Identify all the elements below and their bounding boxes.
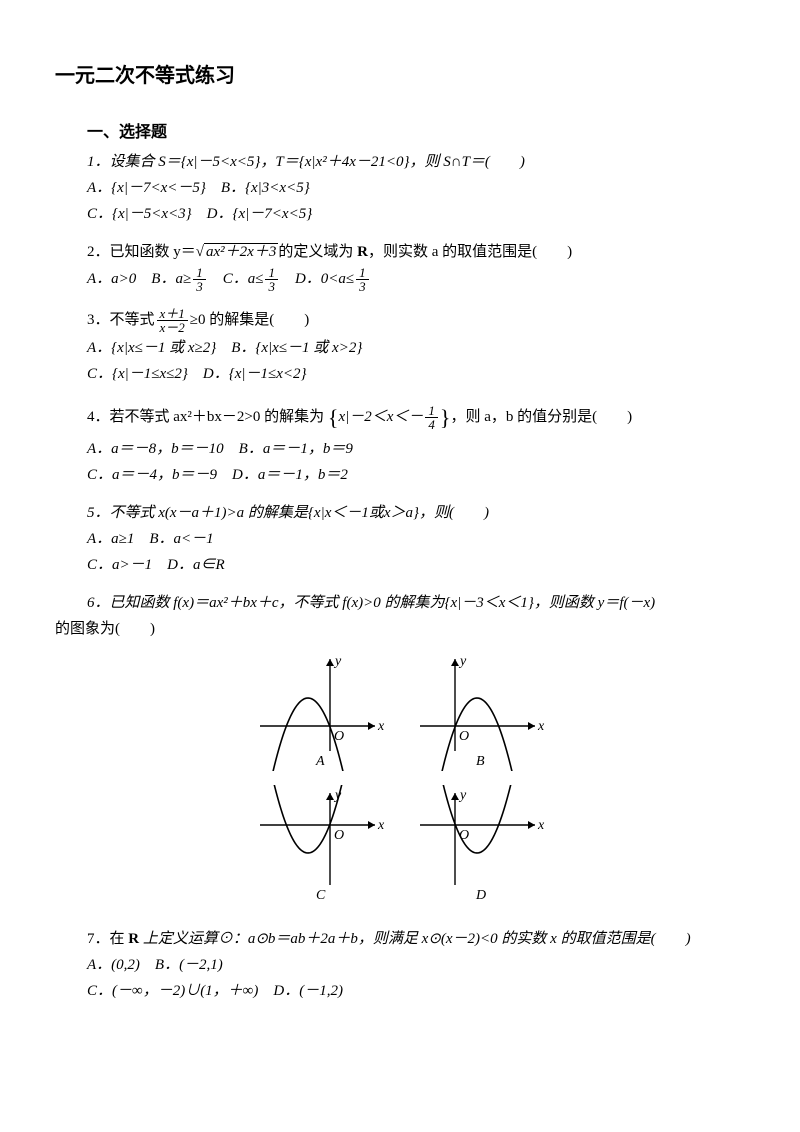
page-title: 一元二次不等式练习 — [55, 60, 745, 92]
q2-opts: A．a>0 B．a≥13 C．a≤13 D．0<a≤13 — [87, 266, 745, 293]
q5-opts-cd: C．a>－1 D．a∈R — [87, 553, 745, 577]
svg-text:x: x — [377, 818, 385, 833]
graph-c: xyOC — [250, 785, 390, 905]
q4-stem: 4．若不等式 ax²＋bx－2>0 的解集为 {x|－2＜x＜－14}，则 a，… — [87, 400, 745, 435]
q1-opts-cd: C．{x|－5<x<3} D．{x|－7<x<5} — [87, 202, 745, 226]
svg-text:y: y — [458, 788, 467, 803]
q4-opts-ab: A．a＝－8，b＝－10 B．a＝－1，b＝9 — [87, 437, 745, 461]
q3-opts-ab: A．{x|x≤－1 或 x≥2} B．{x|x≤－1 或 x>2} — [87, 336, 745, 360]
q6-stem-l1: 6．已知函数 f(x)＝ax²＋bx＋c，不等式 f(x)>0 的解集为{x|－… — [87, 591, 745, 615]
svg-text:B: B — [476, 754, 485, 769]
q7-opts-cd: C．(－∞，－2)∪(1，＋∞) D．(－1,2) — [87, 979, 745, 1003]
q6-stem-l2: 的图象为( ) — [55, 617, 745, 641]
section-heading: 一、选择题 — [87, 120, 745, 146]
svg-text:x: x — [377, 719, 385, 734]
svg-text:y: y — [458, 654, 467, 669]
graph-a: xyOA — [250, 651, 390, 771]
q3-stem: 3．不等式x＋1x－2≥0 的解集是( ) — [87, 307, 745, 334]
svg-text:D: D — [475, 888, 486, 903]
svg-text:x: x — [537, 719, 545, 734]
q5-stem: 5．不等式 x(x－a＋1)>a 的解集是{x|x＜－1或x＞a}，则( ) — [87, 501, 745, 525]
svg-text:y: y — [333, 654, 342, 669]
graph-d: xyOD — [410, 785, 550, 905]
q1-stem: 1．设集合 S＝{x|－5<x<5}，T＝{x|x²＋4x－21<0}，则 S∩… — [87, 150, 745, 174]
q4-opts-cd: C．a＝－4，b＝－9 D．a＝－1，b＝2 — [87, 463, 745, 487]
svg-text:O: O — [334, 828, 344, 843]
q2-stem: 2．已知函数 y＝√ax²＋2x＋3的定义域为 R，则实数 a 的取值范围是( … — [87, 240, 745, 264]
svg-text:O: O — [459, 729, 469, 744]
q7-stem: 7．在 R 上定义运算⊙：a⊙b＝ab＋2a＋b，则满足 x⊙(x－2)<0 的… — [87, 927, 745, 951]
graph-b: x y OB — [410, 651, 550, 771]
q1-opts-ab: A．{x|－7<x<－5} B．{x|3<x<5} — [87, 176, 745, 200]
q5-opts-ab: A．a≥1 B．a<－1 — [87, 527, 745, 551]
svg-text:x: x — [537, 818, 545, 833]
svg-text:A: A — [315, 754, 325, 769]
q6-graphs: xyOA xyOB xyOC xyOD — [55, 651, 745, 913]
svg-text:C: C — [316, 888, 326, 903]
q7-opts-ab: A．(0,2) B．(－2,1) — [87, 953, 745, 977]
q3-opts-cd: C．{x|－1≤x≤2} D．{x|－1≤x<2} — [87, 362, 745, 386]
